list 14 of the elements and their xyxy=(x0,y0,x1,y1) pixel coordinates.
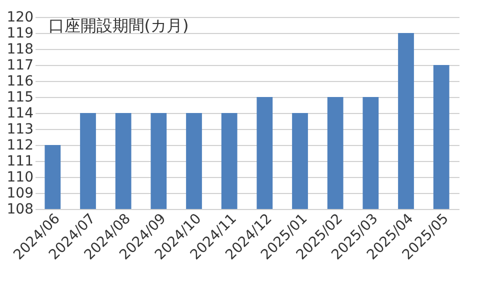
y-tick-label: 109 xyxy=(6,186,34,202)
y-tick-label: 120 xyxy=(6,10,34,26)
y-tick-label: 116 xyxy=(6,74,34,90)
y-tick-label: 111 xyxy=(6,154,34,170)
y-tick-label: 118 xyxy=(6,42,34,58)
y-tick-label: 110 xyxy=(6,170,34,186)
y-tick-label: 108 xyxy=(6,202,34,218)
y-tick-label: 119 xyxy=(6,26,34,42)
y-tick-label: 117 xyxy=(6,58,34,74)
chart-title: 口座開設期間(カ月) xyxy=(48,16,189,35)
y-tick-label: 112 xyxy=(6,138,34,154)
y-tick-label: 114 xyxy=(6,106,34,122)
y-tick-label: 115 xyxy=(6,90,34,106)
y-tick-label: 113 xyxy=(6,122,34,138)
